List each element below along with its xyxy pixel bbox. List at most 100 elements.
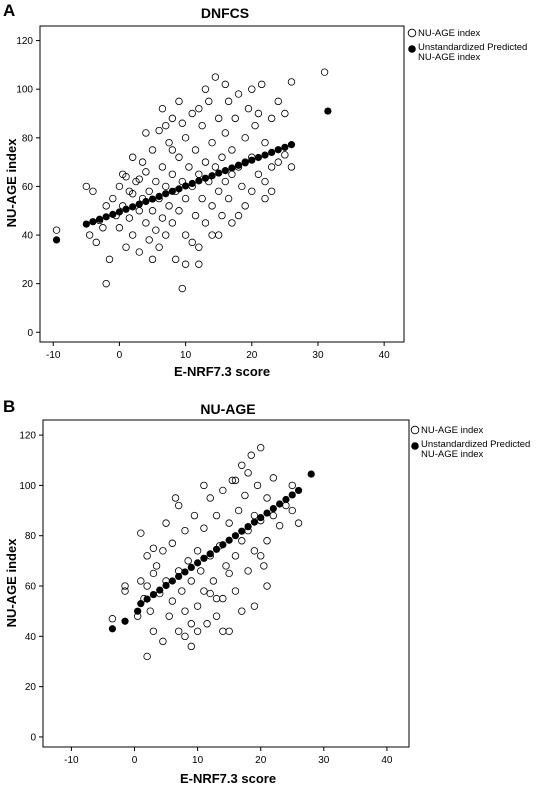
panel-b-predicted-point: [307, 470, 315, 478]
panel-b-predicted-point: [225, 536, 233, 544]
panel-a-observed-point: [234, 211, 243, 220]
panel-b-observed-point: [275, 521, 284, 530]
panel-a-predicted-point: [129, 203, 137, 211]
panel-b-observed-point: [174, 501, 183, 510]
panel-b-observed-point: [244, 469, 252, 477]
panel-a-observed-point: [92, 238, 100, 247]
panel-a-observed-point: [201, 85, 210, 93]
panel-b-observed-point: [174, 627, 183, 635]
panel-a-predicted-point: [182, 182, 190, 190]
panel-b: B NU-AGE 0 20 40 60 80 100 120 -10 0 10 20 30 40 E-…: [3, 397, 530, 786]
panel-a-observed-point: [195, 243, 203, 251]
panel-a-observed-point: [224, 194, 233, 203]
panel-a-predicted-point: [188, 179, 196, 188]
panel-b-y-tick-label: 0: [30, 732, 36, 743]
panel-a-observed-point: [228, 219, 236, 227]
panel-b-observed-point: [171, 494, 180, 502]
panel-b-predicted-point: [244, 523, 252, 531]
panel-a-observed-point: [218, 211, 226, 220]
panel-a-y-axis: 0 20 40 60 80 100 120: [16, 36, 40, 339]
panel-a-observed-point: [128, 153, 137, 161]
panel-a-observed-point: [175, 153, 183, 161]
panel-a-observed-point: [148, 207, 157, 215]
panel-b-predicted-point: [108, 625, 117, 633]
panel-a-predicted-point: [241, 159, 249, 167]
panel-a-predicted-point: [268, 148, 276, 156]
panel-b-observed-point: [250, 602, 259, 610]
panel-a-predicted-point: [155, 192, 163, 200]
panel-a-observed-point: [89, 187, 97, 195]
panel-b-observed-point: [187, 620, 195, 628]
panel-b-observed-point: [159, 637, 167, 646]
panel-a-observed-point: [208, 202, 216, 210]
panel-b-observed-point: [209, 577, 218, 585]
panel-b-observed-point: [225, 519, 233, 527]
panel-a-observed-point: [251, 121, 259, 130]
panel-b-observed-point: [152, 562, 161, 570]
panel-a-observed-point: [52, 226, 61, 234]
panel-a-observed-point: [274, 97, 282, 106]
panel-a-observed-point: [267, 187, 276, 195]
panel-b-observed-point: [222, 562, 230, 570]
panel-b-predicted-point: [269, 504, 277, 513]
panel-a-observed-point: [99, 224, 107, 232]
panel-b-observed-point: [206, 494, 214, 502]
panel-b-predicted-point: [143, 595, 151, 603]
panel-a-x-tick-label: 30: [312, 350, 324, 361]
panel-b-predicted-point: [194, 559, 202, 567]
panel-a-observed-point: [85, 231, 94, 239]
panel-a-predicted-point: [228, 164, 236, 172]
panel-a-legend: NU-AGE index Unstandardized Predicted NU…: [407, 28, 530, 63]
panel-a-observed-point: [138, 158, 147, 166]
panel-b-observed-point: [219, 594, 227, 603]
panel-b-observed-point: [108, 615, 117, 623]
panel-b-observed-point: [263, 582, 271, 590]
panel-a-observed-point: [214, 187, 223, 195]
panel-b-y-axis: 0 20 40 60 80 100 120: [19, 431, 43, 743]
panel-b-predicted-point: [162, 581, 170, 590]
panel-a-observed-point: [231, 114, 239, 123]
panel-b-observed-point: [137, 529, 145, 537]
panel-a-observed-point: [125, 214, 134, 222]
panel-a-legend-label-1: NU-AGE index: [418, 28, 481, 39]
panel-a-predicted-point: [195, 177, 203, 185]
panel-b-y-tick-label: 60: [25, 582, 37, 593]
panel-a-observed-point: [185, 163, 193, 171]
panel-b-predicted-point: [156, 586, 164, 594]
panel-a-observed-point: [168, 146, 177, 154]
panel-a-observed-point: [178, 119, 186, 127]
panel-a-observed-point: [234, 90, 243, 98]
panel-b-observed-point: [149, 569, 158, 578]
panel-a-observed-point: [254, 170, 263, 178]
panel-a-observed-point: [261, 177, 269, 186]
panel-a-observed-point: [261, 194, 269, 203]
panel-a-x-tick-label: 0: [117, 350, 123, 361]
panel-b-observed-point: [178, 587, 186, 595]
panel-a-predicted-point: [175, 185, 183, 193]
panel-a-observed-point: [281, 151, 289, 159]
panel-a-y-tick-label: 80: [22, 133, 34, 144]
panel-b-observed-point: [288, 481, 296, 490]
panel-a-legend-label-2: Unstandardized Predicted NU-AGE index: [418, 42, 530, 63]
panel-b-observed-point: [263, 494, 271, 502]
panel-a-y-tick-label: 60: [22, 182, 34, 193]
panel-b-observed-point: [159, 547, 167, 555]
panel-a-predicted-point: [95, 215, 104, 223]
panel-a-predicted-point: [287, 141, 296, 149]
panel-a-observed-point: [281, 109, 289, 118]
panel-b-predicted-point: [134, 607, 142, 615]
panel-a-x-tick-label: 40: [379, 350, 391, 361]
panel-a-observed-point: [191, 211, 200, 220]
panel-b-observed-point: [257, 552, 265, 560]
panel-a-observed-point: [152, 226, 160, 234]
panel-a-observed-point: [152, 177, 160, 186]
panel-a-observed-point: [145, 187, 153, 195]
panel-a-observed-point: [158, 104, 167, 113]
panel-a-observed-point: [274, 158, 282, 166]
panel-b-observed-point: [212, 612, 221, 620]
panel-a-observed-point: [241, 202, 249, 210]
panel-a-observed-point: [238, 182, 246, 191]
panel-b-observed-point: [269, 511, 278, 520]
panel-a-legend-label-2-line-2: NU-AGE index: [418, 52, 481, 63]
panel-b-predicted-point: [257, 513, 265, 522]
